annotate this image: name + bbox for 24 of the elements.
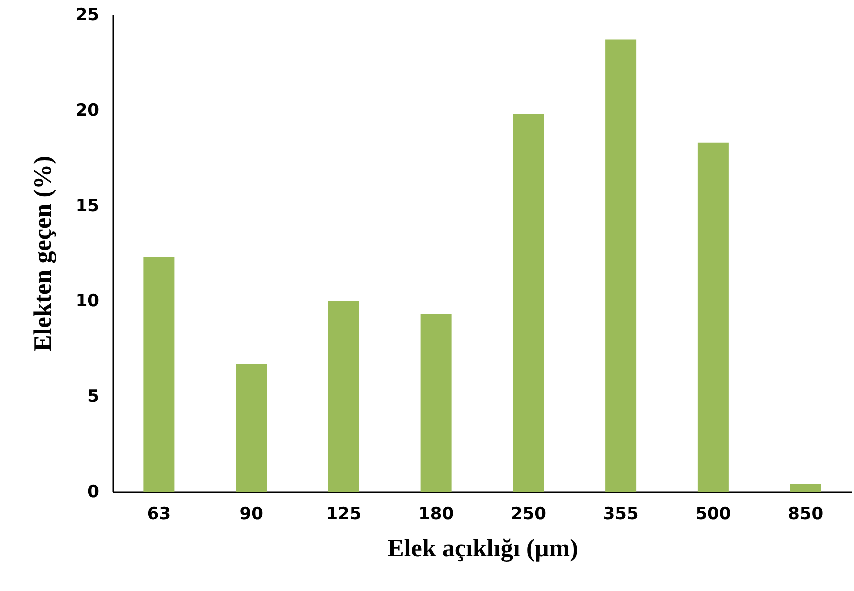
x-tick-label: 355	[603, 504, 639, 524]
bar	[698, 142, 729, 492]
x-tick-label: 850	[788, 504, 824, 524]
y-tick-label: 0	[88, 482, 100, 502]
x-tick-label: 250	[510, 504, 547, 524]
y-axis-title: Elekten geçen (%)	[30, 156, 57, 352]
bar	[144, 257, 175, 492]
x-axis-title: Elek açıklığı (µm)	[388, 536, 578, 562]
bar	[328, 301, 360, 492]
bar	[606, 40, 637, 492]
x-tick-label: 180	[418, 504, 454, 524]
y-tick-label: 5	[88, 387, 100, 408]
y-tick-label: 20	[76, 100, 100, 121]
y-tick-label: 25	[76, 6, 100, 26]
x-tick-label: 63	[147, 504, 172, 524]
bar	[790, 484, 822, 492]
bar	[420, 314, 452, 492]
x-tick-label: 500	[696, 504, 732, 524]
y-tick-label: 10	[76, 292, 100, 312]
x-tick-label: 125	[326, 504, 362, 524]
x-tick-label: 90	[240, 504, 264, 524]
bar	[236, 364, 268, 492]
bar	[513, 114, 544, 492]
y-tick-label: 15	[76, 196, 100, 216]
